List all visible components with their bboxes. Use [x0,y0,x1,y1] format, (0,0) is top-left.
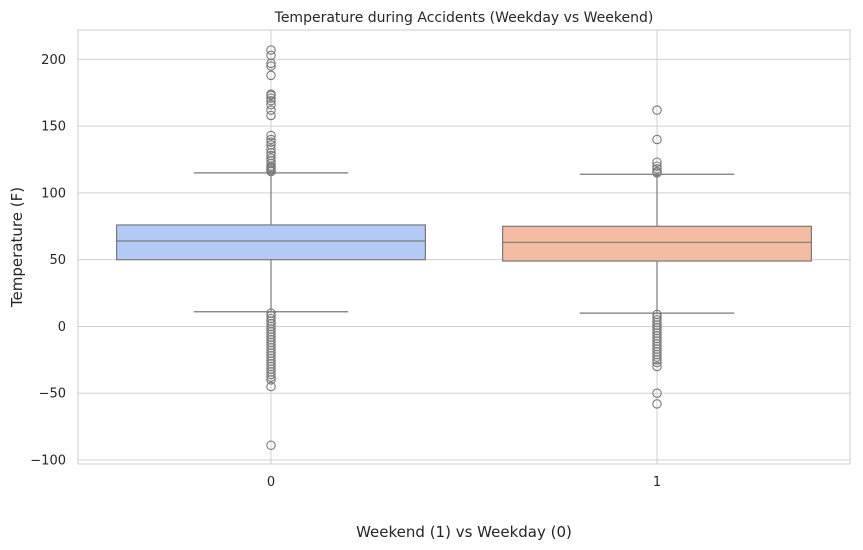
outlier-point [652,357,662,368]
outlier-point [266,105,276,115]
outlier-point [266,61,276,71]
outlier-point [652,105,662,115]
outlier-point [652,161,662,171]
outlier-point [652,399,662,409]
x-tick-label: 0 [267,475,275,490]
outlier-point [652,157,662,167]
outlier-point [652,166,662,177]
outlier-point [266,153,276,163]
y-axis-label: Temperature (F) [8,187,26,308]
outlier-point [266,130,276,141]
y-tick-label: −100 [30,453,66,468]
outlier-point [266,140,276,150]
outlier-point [266,96,276,106]
outlier-point [266,150,276,161]
chart-title: Temperature during Accidents (Weekday vs… [274,10,654,26]
outlier-point [266,89,276,99]
outlier-point [266,381,276,392]
outlier-point [652,355,662,365]
y-tick-label: 0 [58,320,66,335]
y-tick-label: 50 [49,253,66,268]
box-group [502,105,812,409]
outlier-point [652,164,662,174]
y-tick-labels: −100 −50 0 50 100 150 200 [30,53,66,469]
outlier-point [266,110,276,121]
box-iqr [115,224,426,261]
outlier-point [266,134,276,145]
outlier-point [266,375,276,385]
boxes [115,45,812,451]
x-axis-label: Weekend (1) vs Weekday (0) [356,523,572,541]
outlier-point [266,45,276,55]
x-tick-label: 1 [653,475,661,490]
box-iqr [502,225,812,262]
outlier-point [652,352,662,362]
box-group [115,45,426,451]
outlier-point [266,369,276,380]
y-tick-label: 150 [41,120,66,135]
y-tick-label: 200 [41,53,66,68]
outlier-point [266,372,276,382]
outlier-point [652,361,662,372]
outlier-point [266,93,276,103]
y-tick-label: 100 [41,186,66,201]
outlier-point [266,440,276,451]
outlier-point [652,388,662,398]
outlier-point [652,134,662,145]
outlier-point [266,100,276,110]
outlier-point [266,50,276,61]
outlier-point [266,137,276,147]
y-tick-label: −50 [39,387,66,402]
outlier-point [266,144,276,154]
outlier-point [266,70,276,81]
